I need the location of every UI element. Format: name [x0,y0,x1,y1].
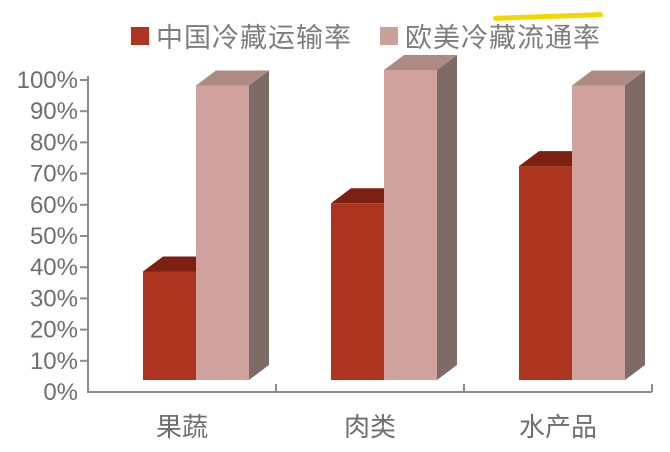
category-label: 果蔬 [156,412,208,442]
bar-western-front [384,70,437,380]
bar-china-front [519,166,572,380]
bar-western-side [437,55,457,380]
y-tick-label: 20% [30,317,78,344]
bar-china-front [143,271,196,380]
y-tick-label: 100% [17,67,78,94]
y-tick-label: 50% [30,223,78,250]
bar-western-side [249,70,269,380]
bar-western-side [625,70,645,380]
bar-western-top [384,55,457,70]
legend-label-western: 欧美冷藏流通率 [405,23,601,53]
category-label: 水产品 [519,412,597,442]
legend-item-western: 欧美冷藏流通率 [380,16,601,55]
bar-western-top [572,70,645,86]
category-label: 肉类 [344,412,396,442]
y-tick-label: 0% [43,379,78,406]
y-tick-label: 80% [30,129,78,156]
bar-western-front [196,85,249,380]
bar-western-front [572,85,625,380]
y-tick-label: 30% [30,285,78,312]
y-tick-label: 60% [30,192,78,219]
legend-swatch-china-icon [131,26,149,45]
legend-swatch-western-icon [380,26,398,45]
chart-legend: 中国冷藏运输率 欧美冷藏流通率 [131,16,601,55]
legend-label-china: 中国冷藏运输率 [156,23,352,53]
y-tick-label: 90% [30,98,78,125]
y-tick-label: 70% [30,161,78,188]
legend-item-china: 中国冷藏运输率 [131,16,352,55]
y-tick-label: 40% [30,254,78,281]
y-tick-label: 10% [30,348,78,375]
bar-western-top [196,70,269,86]
bar-china-front [331,203,384,380]
